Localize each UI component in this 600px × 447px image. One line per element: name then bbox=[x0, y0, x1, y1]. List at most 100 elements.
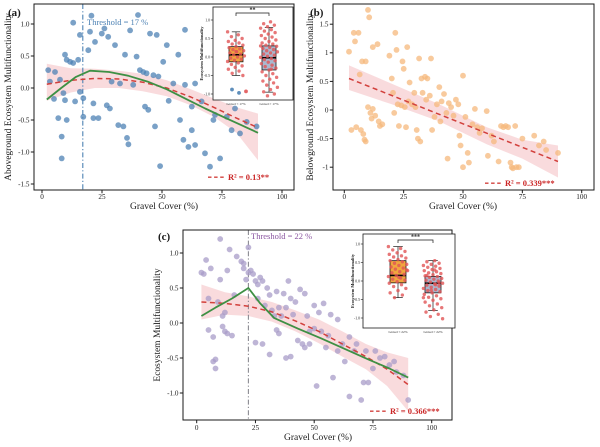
jitter-point bbox=[390, 271, 394, 275]
jitter-point bbox=[389, 265, 393, 269]
scatter-point bbox=[125, 141, 132, 148]
jitter-point bbox=[237, 41, 241, 45]
scatter-point bbox=[287, 295, 294, 302]
scatter-point bbox=[287, 353, 294, 360]
jitter-point bbox=[274, 38, 278, 42]
scatter-point bbox=[460, 164, 466, 171]
jitter-point bbox=[258, 55, 263, 60]
scatter-point bbox=[424, 75, 431, 82]
jitter-point bbox=[437, 261, 441, 265]
scatter-point bbox=[401, 104, 408, 110]
scatter-point bbox=[372, 348, 379, 354]
inset-y-tick-label: 0.5 bbox=[355, 261, 360, 265]
jitter-point bbox=[239, 57, 244, 61]
scatter-point bbox=[203, 257, 209, 263]
scatter-point bbox=[453, 96, 459, 103]
threshold-label: Threshold = 22 % bbox=[251, 231, 312, 241]
y-tick-label: 0.5 bbox=[320, 78, 329, 86]
jitter-point bbox=[388, 291, 392, 295]
x-tick-label: 25 bbox=[98, 193, 106, 201]
jitter-point bbox=[259, 33, 264, 38]
scatter-point bbox=[444, 155, 451, 162]
scatter-point bbox=[70, 19, 77, 26]
jitter-point bbox=[258, 26, 263, 30]
scatter-point bbox=[52, 69, 58, 75]
inset-y-tick-label: 0.0 bbox=[355, 279, 360, 283]
inset-y-tick-label: -0.5 bbox=[354, 298, 360, 302]
jitter-point bbox=[237, 69, 241, 73]
jitter-point bbox=[238, 52, 243, 56]
jitter-point bbox=[433, 268, 437, 272]
scatter-point bbox=[505, 124, 511, 131]
jitter-point bbox=[262, 29, 267, 33]
scatter-point bbox=[62, 51, 68, 58]
jitter-point bbox=[431, 298, 435, 302]
jitter-point bbox=[261, 90, 266, 94]
confidence-band bbox=[201, 284, 409, 412]
jitter-point bbox=[393, 267, 398, 271]
jitter-point bbox=[258, 44, 263, 48]
scatter-point bbox=[365, 6, 371, 13]
jitter-point bbox=[268, 45, 272, 50]
jitter-point bbox=[225, 59, 230, 64]
scatter-point bbox=[153, 32, 160, 38]
jitter-point bbox=[236, 61, 240, 65]
inset-group-label: Gravel < 22% bbox=[388, 330, 407, 334]
scatter-point bbox=[396, 123, 402, 129]
panel-c: 0 25 50 75 100 Gravel Cover (%) 1.0 0.5 0.0 -0.5 -… bbox=[148, 222, 464, 447]
scatter-point bbox=[207, 265, 214, 272]
scatter-point bbox=[426, 92, 433, 99]
y-tick-label: 1 bbox=[325, 49, 329, 57]
scatter-point bbox=[70, 60, 77, 66]
jitter-point bbox=[237, 90, 241, 95]
scatter-point bbox=[419, 89, 426, 96]
jitter-point bbox=[434, 294, 439, 298]
jitter-point bbox=[432, 308, 436, 312]
scatter-point bbox=[117, 80, 123, 87]
scatter-point bbox=[205, 327, 212, 333]
x-tick-label: 0 bbox=[343, 193, 347, 201]
scatter-point bbox=[264, 285, 271, 291]
jitter-point bbox=[270, 35, 274, 39]
jitter-point bbox=[227, 46, 231, 50]
scatter-point bbox=[202, 150, 208, 157]
scatter-point bbox=[423, 96, 430, 103]
scatter-point bbox=[160, 58, 167, 65]
scatter-point bbox=[283, 304, 289, 311]
scatter-point bbox=[403, 124, 409, 131]
confidence-band bbox=[349, 65, 558, 178]
jitter-point bbox=[265, 24, 270, 29]
regression-line-dashed bbox=[46, 77, 259, 129]
scatter-point bbox=[455, 101, 462, 108]
jitter-point bbox=[229, 62, 234, 67]
jitter-point bbox=[426, 295, 431, 299]
jitter-point bbox=[403, 278, 407, 282]
jitter-point bbox=[272, 92, 277, 96]
scatter-point bbox=[253, 123, 260, 130]
scatter-point bbox=[210, 117, 217, 123]
scatter-point bbox=[507, 159, 514, 166]
jitter-point bbox=[264, 73, 268, 78]
scatter-point bbox=[276, 304, 282, 311]
jitter-point bbox=[398, 246, 403, 251]
scatter-point bbox=[353, 124, 360, 131]
y-tick-label: 0 bbox=[325, 106, 329, 114]
scatter-point bbox=[462, 114, 469, 120]
scatter-point bbox=[304, 313, 311, 319]
jitter-point bbox=[273, 30, 277, 35]
scatter-point bbox=[519, 135, 526, 142]
x-tick-label: 100 bbox=[576, 193, 587, 201]
scatter-point bbox=[90, 115, 97, 121]
panel-label: (b) bbox=[310, 7, 324, 19]
scatter-point bbox=[377, 355, 383, 361]
regression-line-dashed bbox=[348, 77, 559, 163]
scatter-point bbox=[363, 348, 369, 354]
scatter-point bbox=[152, 123, 158, 130]
scatter-point bbox=[240, 265, 247, 272]
trend-line bbox=[200, 287, 409, 379]
jitter-point bbox=[428, 314, 433, 319]
scatter-point bbox=[60, 90, 67, 96]
inset-y-tick-label: 0.0 bbox=[205, 55, 210, 59]
jitter-point bbox=[428, 280, 433, 284]
